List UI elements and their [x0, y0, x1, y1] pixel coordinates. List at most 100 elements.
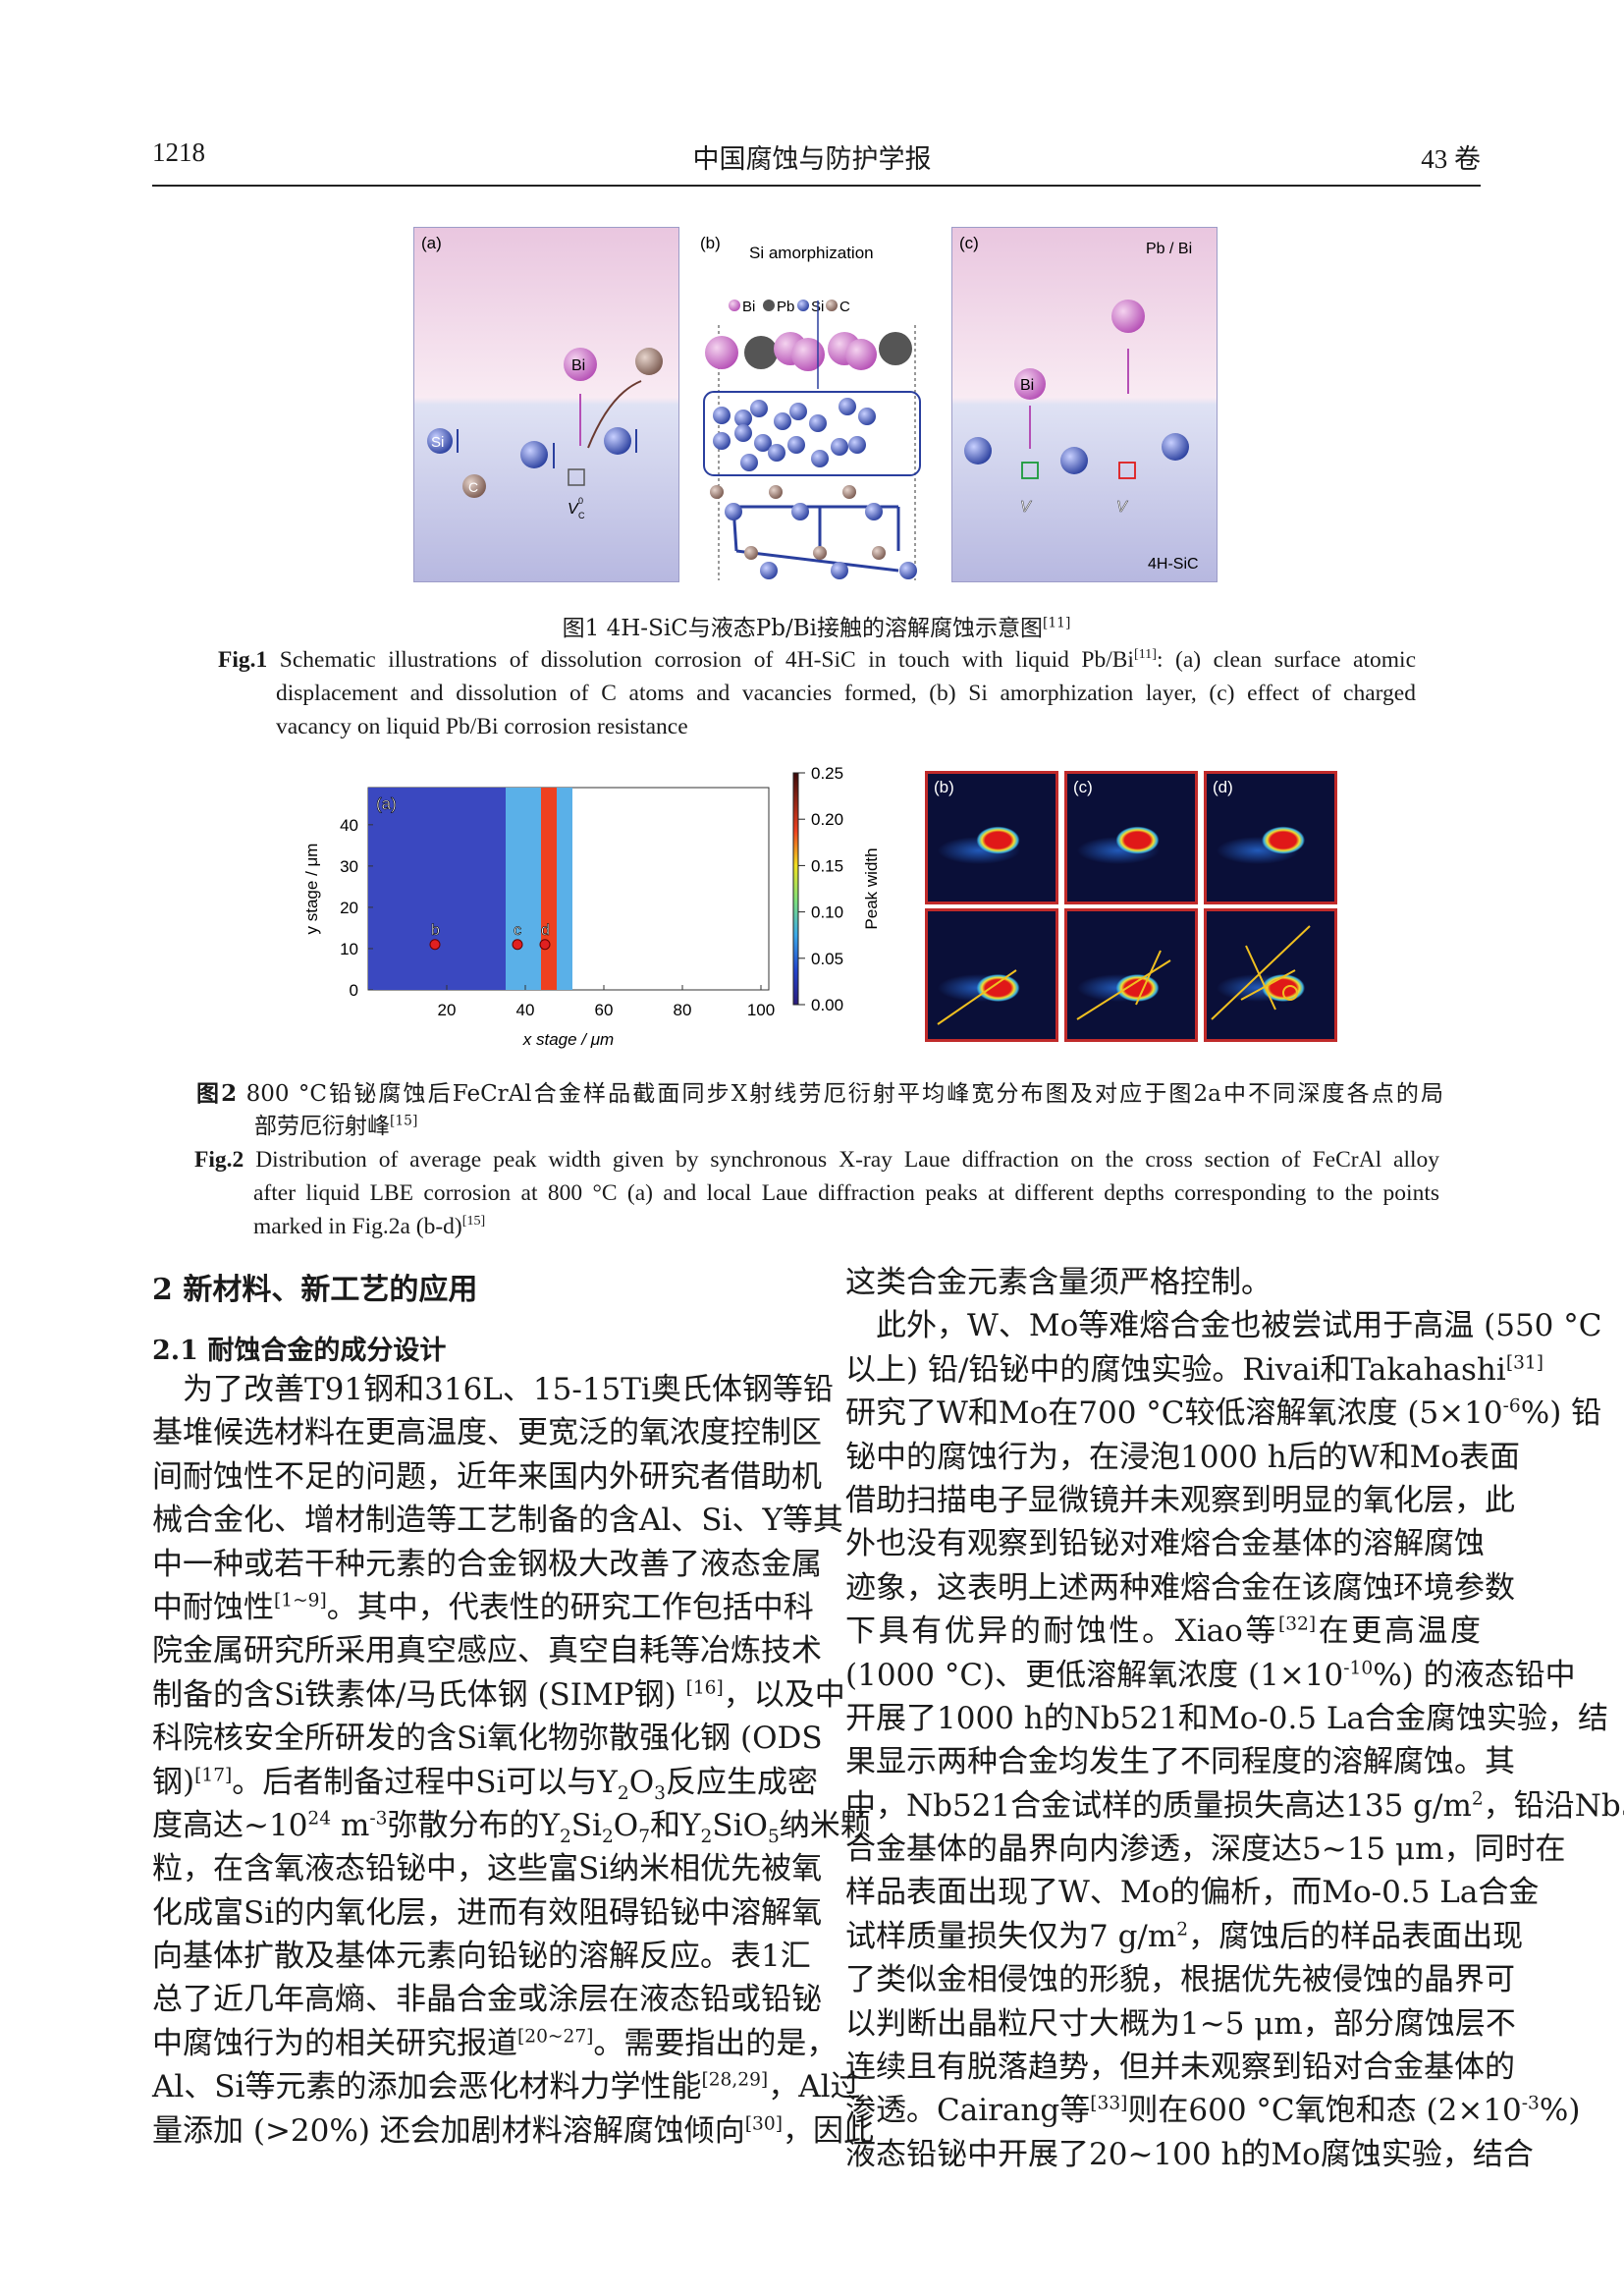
right-column-text: 这类合金元素含量须严格控制。 此外，W、Mo等难熔合金也被尝试用于高温 (550…	[845, 1261, 1624, 2176]
text-line: 了类似金相侵蚀的形貌，根据优先被侵蚀的晶界可	[845, 1962, 1515, 1998]
text-line: 下具有优异的耐蚀性。Xiao等[32]在更高温度	[845, 1613, 1481, 1650]
panel-label: (b)	[700, 234, 721, 252]
y-tick-label: 10	[340, 940, 358, 958]
text-line: 样品表面出现了W、Mo的偏析，而Mo-0.5 La合金	[845, 1875, 1540, 1911]
laue-overlay	[1076, 950, 1171, 1020]
laue-image	[925, 908, 1058, 1042]
y-tick-label: 30	[340, 857, 358, 876]
text-line: 研究了W和Mo在700 °C较低溶解氧浓度 (5×10-6%) 铅	[845, 1395, 1602, 1432]
point-d	[539, 939, 551, 951]
svg-text:C: C	[578, 511, 585, 520]
colorbar-tick-label: 0.15	[811, 856, 843, 875]
panel-label: (a)	[376, 794, 397, 813]
text-line: Al、Si等元素的添加会恶化材料力学性能[28,29]，Al过	[152, 2069, 861, 2105]
svg-text:C: C	[468, 479, 478, 495]
point-b	[429, 939, 441, 951]
x-tick-label: 40	[516, 1001, 535, 1019]
laue-image: (b)	[925, 771, 1058, 904]
laue-label: (c)	[1073, 778, 1093, 796]
point-label: c	[514, 922, 521, 939]
fig1-caption-en: Fig.1 Schematic illustrations of dissolu…	[218, 646, 1417, 739]
colorbar	[792, 772, 799, 1006]
text-line: 院金属研究所采用真空感应、真空自耗等冶炼技术	[152, 1633, 822, 1669]
heatmap-region	[368, 788, 506, 990]
text-line: 钢)[17]。后者制备过程中Si可以与Y2O3反应生成密	[152, 1764, 819, 1804]
bottom-label: 4H-SiC	[1148, 556, 1199, 573]
svg-text:Bi: Bi	[1020, 377, 1034, 394]
y-tick-label: 40	[340, 816, 358, 835]
x-tick-label: 80	[674, 1001, 692, 1019]
subsection-heading: 2.1 耐蚀合金的成分设计	[152, 1336, 447, 1366]
fig1-panel-c: (c) Pb / Bi Bi V V 4H-SiC	[951, 227, 1218, 582]
text-line: 中耐蚀性[1~9]。其中，代表性的研究工作包括中科	[152, 1589, 814, 1625]
laue-image	[1064, 908, 1198, 1042]
x-axis-label: x stage / μm	[522, 1030, 614, 1049]
text-line: 中腐蚀行为的相关研究报道[20~27]。需要指出的是，	[152, 2025, 838, 2061]
panel-label: (a)	[421, 234, 442, 252]
point-c	[512, 939, 523, 951]
top-label: Pb / Bi	[1146, 241, 1192, 257]
text-line: 果显示两种合金均发生了不同程度的溶解腐蚀。其	[845, 1744, 1515, 1780]
text-line: 此外，W、Mo等难熔合金也被尝试用于高温 (550 °C	[845, 1308, 1602, 1344]
text-line: 基堆候选材料在更高温度、更宽泛的氧浓度控制区	[152, 1415, 822, 1451]
heatmap-region	[557, 788, 572, 990]
laue-image: (d)	[1204, 771, 1337, 904]
y-tick-label: 20	[340, 899, 358, 917]
laue-overlay	[937, 969, 1017, 1025]
svg-text:V: V	[1116, 499, 1128, 516]
text-line: 铋中的腐蚀行为，在浸泡1000 h后的W和Mo表面	[845, 1439, 1520, 1475]
text-line: 向基体扩散及基体元素向铅铋的溶解反应。表1汇	[152, 1939, 811, 1975]
section-heading: 2 新材料、新工艺的应用	[152, 1273, 478, 1307]
atom-label-bi: Bi	[571, 357, 585, 374]
heatmap-region	[541, 788, 557, 990]
svg-text:C: C	[839, 299, 850, 315]
laue-label: (b)	[934, 778, 954, 796]
text-line: (1000 °C)、更低溶解氧浓度 (1×10-10%) 的液态铅中	[845, 1657, 1576, 1693]
text-line: 为了改善T91钢和316L、15-15Ti奥氏体钢等铅	[152, 1372, 834, 1407]
colorbar-tick-label: 0.10	[811, 903, 843, 922]
colorbar-label: Peak width	[862, 847, 881, 929]
svg-text:V: V	[1020, 499, 1032, 516]
text-line: 量添加 (>20%) 还会加剧材料溶解腐蚀倾向[30]，因此	[152, 2112, 874, 2149]
laue-overlay	[1211, 925, 1311, 1020]
text-line: 借助扫描电子显微镜并未观察到明显的氧化层，此	[845, 1482, 1515, 1518]
journal-title: 中国腐蚀与防护学报	[692, 144, 932, 174]
header-rule	[152, 185, 1481, 187]
text-line: 迹象，这表明上述两种难熔合金在该腐蚀环境参数	[845, 1569, 1515, 1606]
svg-text:Bi: Bi	[742, 299, 755, 315]
text-line: 械合金化、增材制造等工艺制备的含Al、Si、Y等其	[152, 1503, 843, 1539]
fig1-panel-b: (b) Si amorphization Bi Pb Si C	[692, 227, 944, 582]
text-line: 粒，在含氧液态铅铋中，这些富Si纳米相优先被氧	[152, 1851, 823, 1887]
svg-text:Pb: Pb	[777, 299, 794, 315]
text-line: 中，Nb521合金试样的质量损失高达135 g/m2，铅沿Nb521	[845, 1787, 1624, 1824]
text-line: 度高达~1024 m-3弥散分布的Y2Si2O7和Y2SiO5纳米颗	[152, 1807, 871, 1848]
x-tick-label: 100	[747, 1001, 775, 1019]
fig1-caption-cn: 图1 4H-SiC与液态Pb/Bi接触的溶解腐蚀示意图[11]	[562, 615, 1071, 641]
laue-images: (b) (c) (d)	[925, 771, 1337, 1042]
y-axis-label: y stage / μm	[302, 844, 321, 935]
text-line: 液态铅铋中开展了20~100 h的Mo腐蚀实验，结合	[845, 2136, 1534, 2172]
heatmap-chart: 20 40 60 80 100 0 10 20 30 40 x stage / μm y stage …	[302, 764, 881, 1049]
fig2-caption-en: Fig.2 Distribution of average peak width…	[194, 1147, 1440, 1239]
laue-label: (d)	[1213, 778, 1233, 796]
text-line: 渗透。Cairang等[33]则在600 °C氧饱和态 (2×10-3%)	[845, 2093, 1581, 2129]
text-line: 化成富Si的内氧化层，进而有效阻碍铅铋中溶解氧	[152, 1894, 823, 1931]
colorbar-tick-label: 0.00	[811, 996, 843, 1014]
text-line: 以上) 铅/铅铋中的腐蚀实验。Rivai和Takahashi[31]	[845, 1351, 1543, 1388]
text-line: 外也没有观察到铅铋对难熔合金基体的溶解腐蚀	[845, 1526, 1485, 1562]
text-line: 开展了1000 h的Nb521和Mo-0.5 La合金腐蚀实验，结	[845, 1700, 1608, 1736]
text-line: 中一种或若干种元素的合金钢极大改善了液态金属	[152, 1546, 822, 1582]
y-tick-label: 0	[350, 981, 358, 1000]
colorbar-tick-label: 0.05	[811, 950, 843, 968]
text-line: 制备的含Si铁素体/马氏体钢 (SIMP钢) [16]，以及中	[152, 1676, 845, 1713]
text-line: 科院核安全所研发的含Si氧化物弥散强化钢 (ODS	[152, 1721, 823, 1757]
laue-image: (c)	[1064, 771, 1198, 904]
laue-image	[1204, 908, 1337, 1042]
left-column-text: 为了改善T91钢和316L、15-15Ti奥氏体钢等铅 基堆候选材料在更高温度、更…	[152, 1368, 874, 2153]
svg-text:V: V	[568, 501, 579, 518]
panel-label: (c)	[959, 234, 979, 252]
text-line: 以判断出晶粒尺寸大概为1~5 μm，部分腐蚀层不	[845, 2005, 1516, 2042]
panel-title: Si amorphization	[749, 244, 874, 262]
svg-text:Si: Si	[431, 434, 444, 451]
